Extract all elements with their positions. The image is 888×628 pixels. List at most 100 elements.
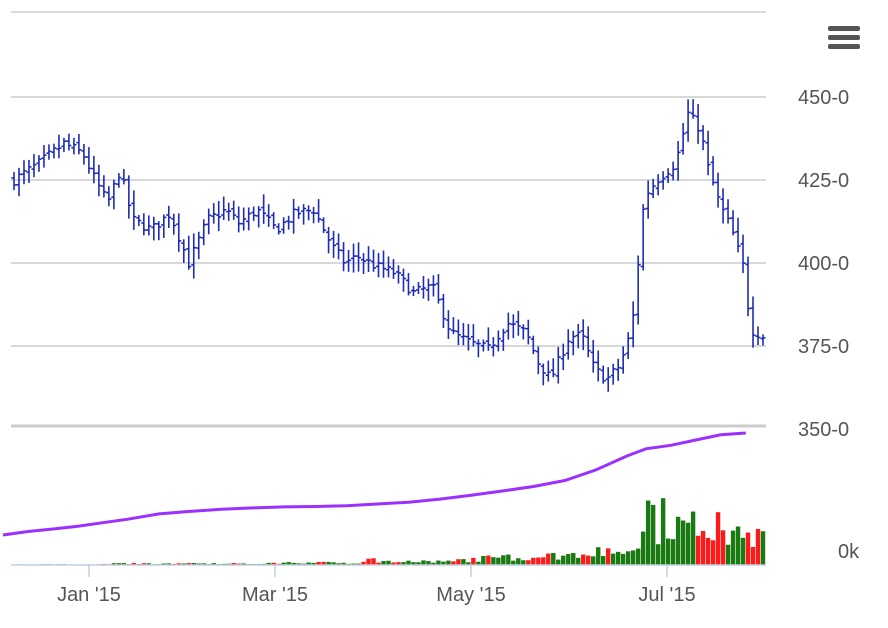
ohlc-bar: [146, 215, 152, 236]
volume-bar: [735, 526, 741, 565]
ohlc-bar: [625, 332, 631, 360]
ohlc-bar: [460, 322, 466, 346]
volume-bar: [690, 511, 696, 565]
volume-bar: [316, 562, 321, 565]
volume-bar: [191, 562, 196, 565]
ohlc-bar: [131, 190, 137, 230]
price-axis: 350-0 375-0 400-0 425-0 450-0: [798, 87, 849, 441]
volume-bar: [645, 500, 651, 565]
volume-bar: [391, 562, 396, 565]
volume-bar: [386, 560, 391, 565]
ohlc-bar: [425, 278, 431, 301]
volume-bar: [376, 562, 381, 565]
volume-bar: [551, 552, 556, 565]
ohlc-bar: [176, 213, 182, 252]
volume-bar: [296, 563, 301, 565]
volume-bar: [371, 558, 376, 565]
volume-bar: [456, 559, 461, 565]
ohlc-bar: [56, 134, 62, 159]
ohlc-bar: [675, 140, 681, 181]
ohlc-bar: [505, 312, 511, 340]
ohlc-bar: [101, 175, 107, 198]
ohlc-bar: [680, 122, 686, 155]
ohlc-bar: [485, 327, 491, 351]
volume-bar: [291, 562, 296, 565]
ohlc-bar: [86, 147, 92, 174]
volume-bar: [665, 538, 671, 565]
volume-bar: [146, 563, 152, 565]
ohlc-bar: [361, 253, 367, 275]
volume-bar: [496, 557, 501, 565]
volume-bar: [506, 554, 511, 565]
volume-bar: [526, 560, 531, 565]
volume-bar: [421, 560, 426, 565]
ohlc-bar: [575, 323, 581, 349]
volume-bar: [536, 557, 541, 565]
volume-bar: [640, 531, 646, 565]
volume-bar: [271, 562, 276, 565]
volume-bar: [481, 556, 486, 565]
volume-bar: [705, 537, 711, 565]
ohlc-series: [11, 99, 766, 392]
volume-bar: [755, 528, 761, 565]
ohlc-bar: [710, 156, 716, 186]
ohlc-bar: [276, 223, 282, 235]
volume-bar: [576, 557, 581, 565]
volume-bar: [161, 563, 166, 565]
volume-bar: [725, 544, 731, 565]
ohlc-bar: [156, 221, 162, 241]
ohlc-bar: [565, 329, 571, 360]
ohlc-bar: [530, 335, 536, 355]
ohlc-bar: [555, 346, 561, 384]
hamburger-menu-icon[interactable]: [822, 22, 862, 56]
ohlc-bar: [705, 130, 711, 176]
volume-bar: [715, 512, 721, 565]
y-tick-label: 400-0: [798, 253, 849, 275]
ohlc-bar: [535, 346, 541, 375]
ohlc-bar: [630, 301, 636, 348]
x-tick-label: May '15: [436, 584, 505, 606]
ohlc-bar: [206, 208, 212, 235]
volume-bar: [561, 555, 566, 565]
ohlc-bar: [500, 328, 506, 351]
ohlc-bar: [121, 168, 127, 185]
ohlc-bar: [126, 175, 132, 219]
ohlc-bar: [670, 161, 676, 181]
ohlc-bar: [91, 155, 97, 184]
ohlc-bar: [470, 324, 476, 347]
ohlc-bar: [475, 339, 481, 358]
ohlc-bar: [381, 250, 387, 278]
volume-bar: [281, 562, 286, 565]
volume-bar: [446, 560, 451, 565]
ohlc-bar: [560, 343, 566, 371]
volume-bar: [411, 562, 416, 565]
ohlc-bar: [420, 275, 426, 299]
volume-bar: [331, 562, 336, 565]
ohlc-bar: [515, 310, 521, 336]
ohlc-bar: [151, 216, 157, 241]
ohlc-bar: [740, 234, 746, 274]
volume-bar: [326, 561, 331, 565]
ohlc-bar: [745, 256, 751, 317]
ohlc-bar: [386, 256, 391, 278]
volume-bar: [615, 551, 621, 565]
ohlc-bar: [286, 215, 292, 230]
ohlc-bar: [645, 180, 651, 219]
ohlc-bar: [321, 217, 327, 233]
ohlc-bar: [620, 346, 626, 374]
ohlc-bar: [400, 268, 406, 292]
ohlc-bar: [655, 174, 661, 196]
volume-series: [11, 498, 766, 565]
ohlc-bar: [685, 99, 691, 142]
ohlc-bar: [730, 210, 736, 236]
ohlc-bar: [430, 275, 436, 297]
ohlc-bar: [196, 231, 202, 260]
ohlc-bar: [136, 215, 142, 227]
ohlc-bar: [540, 363, 546, 386]
volume-bar: [341, 562, 346, 565]
volume-bar: [486, 555, 491, 565]
ohlc-bar: [311, 206, 317, 224]
ohlc-bar: [405, 273, 411, 296]
ohlc-bar: [510, 314, 516, 339]
